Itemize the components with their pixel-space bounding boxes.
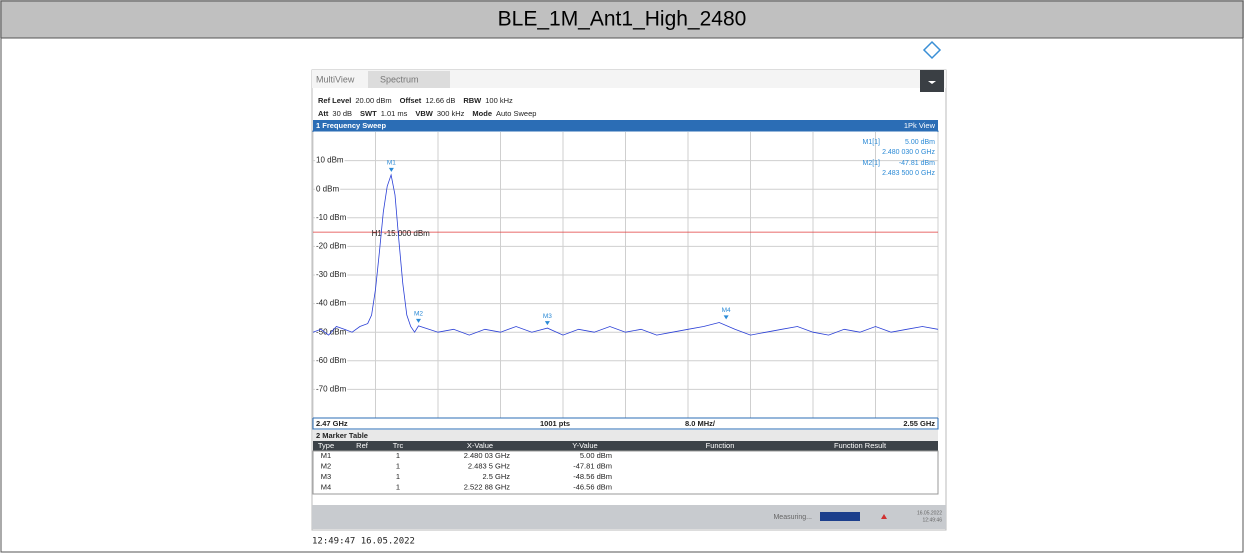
progress (820, 512, 860, 521)
readout-freq: 2.480 030 0 GHz (882, 149, 935, 156)
y-tick-label: 10 dBm (316, 156, 344, 165)
footer-label: 2.55 GHz (903, 419, 935, 428)
cell: M4 (321, 482, 331, 491)
tab[interactable] (368, 71, 450, 88)
logo (922, 40, 942, 60)
readout-value: 5.00 dBm (905, 139, 935, 146)
cell: 2.5 GHz (482, 472, 510, 481)
setting: Ref Level (318, 96, 351, 105)
cell: 1 (396, 472, 400, 481)
menu-icon (928, 81, 936, 84)
setting: SWT (360, 109, 377, 118)
y-tick-label: -60 dBm (316, 356, 347, 365)
status-icon (881, 514, 887, 519)
readout-value: -47.81 dBm (899, 160, 935, 167)
setting: 100 kHz (485, 96, 513, 105)
table-header: Function Result (834, 441, 887, 450)
cell: M3 (321, 472, 331, 481)
table-header: Trc (393, 441, 404, 450)
marker (544, 321, 550, 326)
table-header: Ref (356, 441, 369, 450)
timestamp: 12:49:47 16.05.2022 (312, 537, 415, 547)
status-date: 16.05.2022 (917, 510, 942, 516)
y-tick-label: -20 dBm (316, 242, 347, 251)
progress-bar (820, 512, 860, 521)
table-header: Type (318, 441, 334, 450)
footer-label: 2.47 GHz (316, 419, 348, 428)
marker (388, 167, 394, 172)
table-header: Y-Value (572, 441, 597, 450)
setting: 30 dB (332, 109, 352, 118)
marker (415, 318, 421, 323)
table-header: X-Value (467, 441, 493, 450)
cell: 1 (396, 451, 400, 460)
setting: RBW (463, 96, 482, 105)
status-text: Measuring... (773, 514, 812, 521)
tab-label: Spectrum (380, 74, 419, 84)
cell: -47.81 dBm (573, 461, 612, 470)
setting: Offset (400, 96, 422, 105)
readout-name: M2[1] (862, 160, 880, 167)
marker-label: M1 (387, 160, 396, 167)
table-title-bar (313, 430, 938, 441)
cell: -48.56 dBm (573, 472, 612, 481)
table-body (312, 450, 939, 495)
cell: M2 (321, 461, 331, 470)
tab-bar (312, 70, 946, 88)
tab-label: MultiView (316, 74, 355, 84)
y-tick-label: -40 dBm (316, 299, 347, 308)
readout-freq: 2.483 500 0 GHz (882, 170, 935, 177)
marker-label: M2 (414, 311, 423, 318)
footer-label: 8.0 MHz/ (685, 419, 716, 428)
window-header (313, 120, 938, 131)
window-title: 1 Frequency Sweep (316, 121, 386, 130)
setting: VBW (415, 109, 433, 118)
threshold-label: H1 -15.000 dBm (372, 229, 431, 238)
cell: 2.522 88 GHz (464, 482, 511, 491)
cell: 2.480 03 GHz (464, 451, 511, 460)
cell: 1 (396, 482, 400, 491)
y-tick-label: -70 dBm (316, 385, 347, 394)
setting: Auto Sweep (496, 109, 536, 118)
y-tick-label: 0 dBm (316, 184, 339, 193)
table-header: Function (706, 441, 735, 450)
table-header-bar (313, 441, 938, 451)
footer-label: 1001 pts (540, 419, 570, 428)
trace (312, 173, 939, 336)
readout-name: M1[1] (862, 139, 880, 146)
setting: Att (318, 109, 329, 118)
setting: 12.66 dB (425, 96, 455, 105)
marker-label: M3 (543, 313, 552, 320)
title: BLE_1M_Ant1_High_2480 (498, 8, 747, 31)
setting: 20.00 dBm (355, 96, 391, 105)
cell: -46.56 dBm (573, 482, 612, 491)
cell: 2.483 5 GHz (468, 461, 510, 470)
title-bar (0, 0, 1244, 38)
setting: Mode (472, 109, 492, 118)
cell: 5.00 dBm (580, 451, 612, 460)
view-label: 1Pk View (904, 121, 936, 130)
cell: M1 (321, 451, 331, 460)
marker-label: M4 (722, 307, 731, 314)
marker (723, 315, 729, 320)
table-title: 2 Marker Table (316, 431, 368, 440)
cell: 1 (396, 461, 400, 470)
y-tick-label: -10 dBm (316, 213, 347, 222)
setting: 300 kHz (437, 109, 465, 118)
setting: 1.01 ms (381, 109, 408, 118)
status-time: 12:49:46 (923, 517, 943, 523)
y-tick-label: -30 dBm (316, 270, 347, 279)
